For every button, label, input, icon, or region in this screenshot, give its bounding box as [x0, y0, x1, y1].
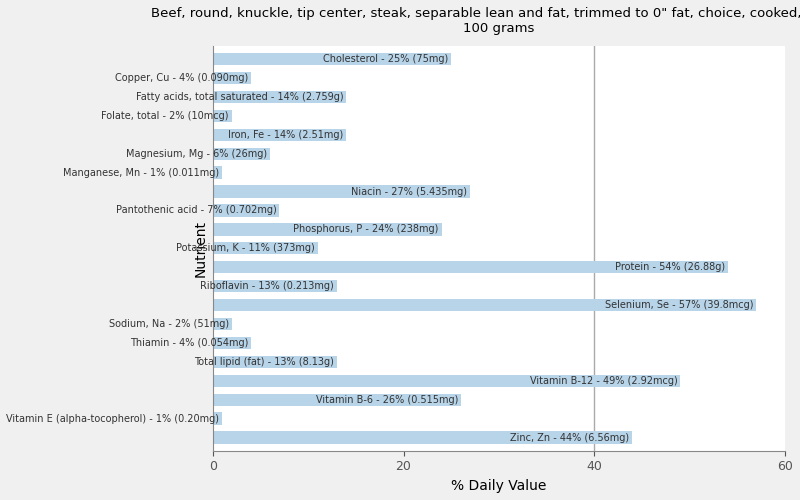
Bar	[213, 72, 251, 84]
Text: Thiamin - 4% (0.054mg): Thiamin - 4% (0.054mg)	[130, 338, 248, 348]
Text: Niacin - 27% (5.435mg): Niacin - 27% (5.435mg)	[351, 186, 467, 196]
Text: Zinc, Zn - 44% (6.56mg): Zinc, Zn - 44% (6.56mg)	[510, 432, 630, 442]
Bar	[213, 374, 680, 387]
Bar	[213, 261, 728, 274]
Bar	[213, 148, 270, 160]
Text: Potassium, K - 11% (373mg): Potassium, K - 11% (373mg)	[176, 244, 314, 254]
Text: Fatty acids, total saturated - 14% (2.759g): Fatty acids, total saturated - 14% (2.75…	[136, 92, 343, 102]
Bar	[213, 91, 346, 103]
Text: Total lipid (fat) - 13% (8.13g): Total lipid (fat) - 13% (8.13g)	[194, 357, 334, 367]
Bar	[213, 280, 337, 292]
Bar	[213, 186, 470, 198]
Text: Vitamin E (alpha-tocopherol) - 1% (0.20mg): Vitamin E (alpha-tocopherol) - 1% (0.20m…	[6, 414, 219, 424]
Text: Sodium, Na - 2% (51mg): Sodium, Na - 2% (51mg)	[109, 319, 229, 329]
Bar	[213, 166, 222, 179]
Text: Selenium, Se - 57% (39.8mcg): Selenium, Se - 57% (39.8mcg)	[605, 300, 754, 310]
Text: Phosphorus, P - 24% (238mg): Phosphorus, P - 24% (238mg)	[294, 224, 439, 234]
Title: Beef, round, knuckle, tip center, steak, separable lean and fat, trimmed to 0" f: Beef, round, knuckle, tip center, steak,…	[150, 7, 800, 35]
Text: Vitamin B-6 - 26% (0.515mg): Vitamin B-6 - 26% (0.515mg)	[315, 394, 458, 404]
Y-axis label: Nutrient: Nutrient	[193, 220, 207, 277]
Bar	[213, 394, 461, 406]
Text: Protein - 54% (26.88g): Protein - 54% (26.88g)	[615, 262, 725, 272]
Text: Pantothenic acid - 7% (0.702mg): Pantothenic acid - 7% (0.702mg)	[116, 206, 277, 216]
Text: Cholesterol - 25% (75mg): Cholesterol - 25% (75mg)	[323, 54, 448, 64]
Bar	[213, 299, 757, 311]
Bar	[213, 53, 451, 65]
X-axis label: % Daily Value: % Daily Value	[451, 479, 546, 493]
Text: Copper, Cu - 4% (0.090mg): Copper, Cu - 4% (0.090mg)	[114, 73, 248, 83]
Text: Vitamin B-12 - 49% (2.92mcg): Vitamin B-12 - 49% (2.92mcg)	[530, 376, 678, 386]
Bar	[213, 128, 346, 141]
Bar	[213, 204, 279, 216]
Text: Riboflavin - 13% (0.213mg): Riboflavin - 13% (0.213mg)	[200, 281, 334, 291]
Bar	[213, 356, 337, 368]
Text: Iron, Fe - 14% (2.51mg): Iron, Fe - 14% (2.51mg)	[228, 130, 343, 140]
Bar	[213, 242, 318, 254]
Bar	[213, 412, 222, 425]
Text: Manganese, Mn - 1% (0.011mg): Manganese, Mn - 1% (0.011mg)	[63, 168, 219, 177]
Bar	[213, 432, 633, 444]
Bar	[213, 110, 232, 122]
Bar	[213, 223, 442, 235]
Text: Folate, total - 2% (10mcg): Folate, total - 2% (10mcg)	[102, 111, 229, 121]
Text: Magnesium, Mg - 6% (26mg): Magnesium, Mg - 6% (26mg)	[126, 148, 267, 158]
Bar	[213, 337, 251, 349]
Bar	[213, 318, 232, 330]
